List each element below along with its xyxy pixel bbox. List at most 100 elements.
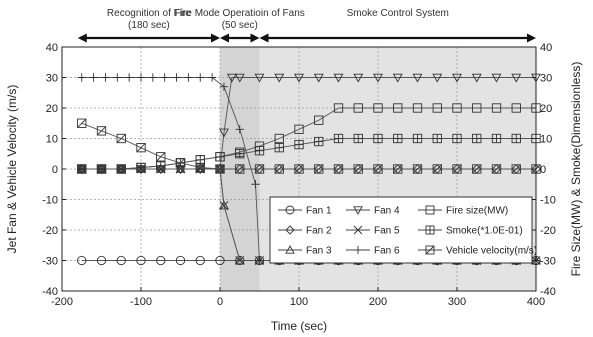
x-tick-label: 200: [369, 296, 387, 308]
phase-label-line: Fire Mode Operatioin of Fans: [175, 8, 305, 19]
phase-label-line: Smoke Control System: [347, 8, 449, 19]
data-point: [96, 255, 107, 266]
data-point: [215, 152, 225, 162]
data-point: [491, 103, 502, 113]
data-point: [353, 103, 363, 113]
data-point: [432, 103, 442, 113]
phase-arrowhead-left: [220, 33, 229, 43]
y-tick-label-right: 20: [540, 103, 552, 115]
phase-arrowhead-right: [527, 33, 536, 43]
data-point: [124, 73, 134, 82]
data-point: [156, 161, 166, 171]
legend-label: Fan 2: [306, 226, 332, 237]
data-point: [425, 205, 435, 215]
legend-label: Fan 5: [374, 226, 400, 237]
data-point: [353, 206, 363, 215]
y-tick-label-left: -20: [42, 225, 58, 237]
phase-label-line: (180 sec): [128, 20, 170, 31]
data-point: [96, 126, 107, 136]
series-smoke-1-0e-01: [77, 133, 541, 174]
y-tick-label-right: -40: [540, 286, 556, 298]
data-point: [215, 164, 225, 174]
data-point: [116, 133, 126, 144]
data-point: [116, 164, 126, 174]
data-point: [333, 164, 344, 174]
data-point: [255, 256, 264, 265]
data-point: [195, 162, 205, 173]
data-point: [274, 73, 285, 83]
data-point: [235, 255, 245, 266]
phase-recognition: Recognition of Fire(180 sec): [77, 8, 220, 43]
data-point: [77, 164, 87, 174]
legend-item-fan-4: Fan 4: [346, 206, 400, 217]
phase-arrowhead-left: [77, 33, 87, 43]
data-point: [195, 155, 205, 165]
data-point: [172, 73, 181, 82]
data-point: [136, 255, 146, 266]
data-point: [234, 73, 245, 83]
data-point: [472, 103, 482, 113]
data-point: [354, 246, 362, 254]
phase-fire-mode: Fire Mode Operatioin of Fans(50 sec): [175, 8, 305, 43]
data-point: [314, 136, 324, 147]
y-tick-label-right: -10: [540, 195, 556, 207]
data-point: [432, 164, 442, 174]
y-tick-label-left: 40: [46, 42, 58, 54]
legend-label: Smoke(*1.0E-01): [446, 226, 523, 237]
data-point: [226, 73, 237, 83]
y-tick-label-left: 30: [46, 73, 58, 85]
series-line: [81, 122, 536, 170]
data-point: [353, 164, 363, 174]
legend-label: Fan 6: [374, 246, 400, 257]
y-axis-title-left: Jet Fan & Vehicle Velocity (m/s): [5, 85, 19, 254]
data-point: [353, 225, 363, 235]
data-point: [294, 73, 304, 83]
y-tick-label-left: 10: [46, 134, 58, 146]
data-point: [136, 142, 146, 153]
data-point: [274, 164, 284, 174]
data-point: [89, 73, 98, 82]
legend-item-fan-1: Fan 1: [278, 206, 332, 217]
data-point: [175, 158, 186, 168]
data-point: [412, 103, 423, 113]
data-point: [251, 180, 260, 189]
y-tick-label-right: 0: [540, 164, 546, 176]
data-point: [195, 255, 205, 266]
data-point: [472, 164, 482, 174]
data-point: [235, 164, 245, 174]
data-point: [96, 164, 107, 174]
legend-item-fan-6: Fan 6: [346, 246, 400, 257]
data-point: [274, 142, 284, 153]
x-tick-label: 400: [527, 296, 545, 308]
data-point: [235, 125, 244, 134]
phase-label-line: (50 sec): [222, 20, 258, 31]
data-point: [373, 103, 383, 113]
data-point: [491, 73, 502, 83]
data-point: [452, 103, 462, 113]
data-point: [148, 73, 158, 82]
data-point: [511, 73, 522, 83]
data-point: [511, 103, 521, 113]
x-tick-label: -100: [130, 296, 152, 308]
data-point: [254, 146, 265, 156]
data-point: [472, 133, 482, 144]
data-point: [432, 133, 442, 144]
legend-item-fan-2: Fan 2: [278, 225, 332, 237]
data-point: [254, 164, 265, 174]
data-point: [373, 164, 383, 174]
y-tick-label-left: -30: [42, 256, 58, 268]
data-point: [333, 73, 344, 83]
data-point: [175, 255, 186, 266]
series-vehicle-velocity-m-s: [77, 118, 541, 174]
data-point: [285, 245, 295, 254]
legend-item-fire-size-mw: Fire size(MW): [418, 206, 508, 217]
phase-arrowhead-right: [250, 33, 260, 43]
data-point: [113, 73, 122, 82]
data-point: [116, 255, 126, 266]
legend-label: Fan 4: [374, 206, 400, 217]
data-point: [136, 162, 146, 173]
data-point: [333, 133, 344, 144]
data-point: [412, 133, 423, 144]
data-point: [425, 225, 435, 235]
data-point: [313, 73, 324, 83]
